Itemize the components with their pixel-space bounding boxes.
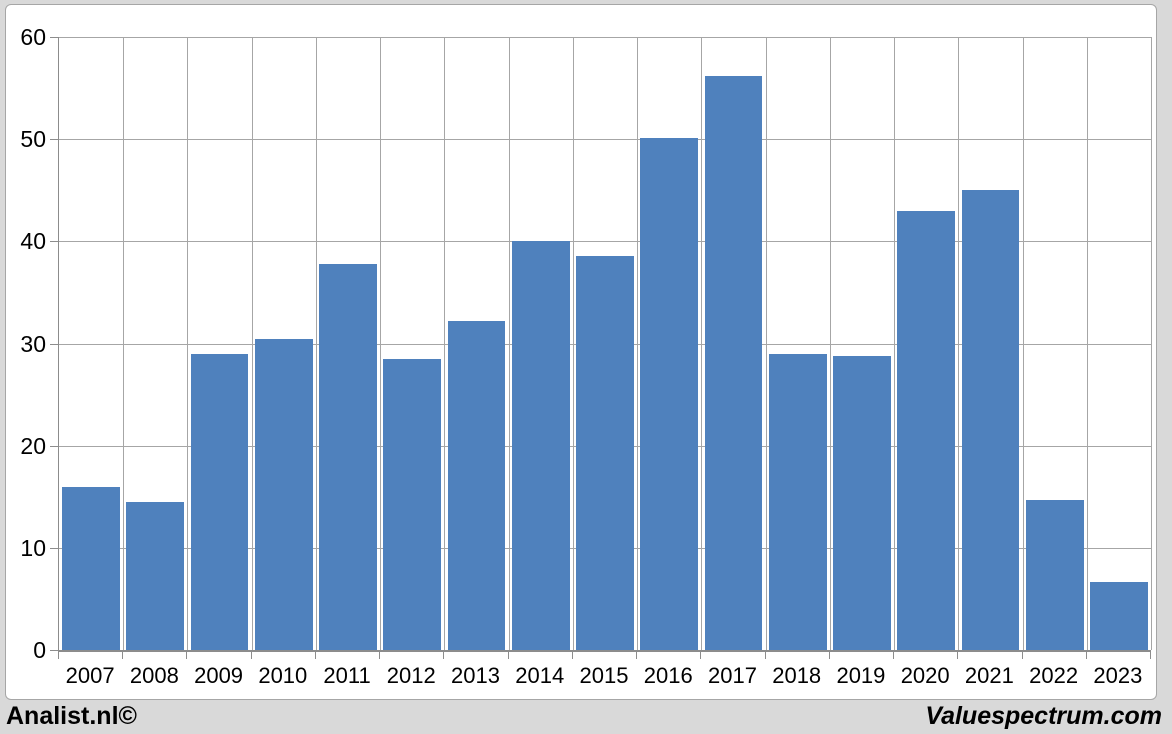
gridline-vertical: [572, 37, 574, 650]
x-tick-label: 2021: [964, 663, 1014, 688]
x-tick-label: 2023: [1093, 663, 1143, 688]
y-tick-mark: [50, 343, 58, 345]
x-tick-label: 2016: [643, 663, 693, 688]
x-tick-label: 2007: [65, 663, 115, 688]
y-tick-mark: [50, 139, 58, 141]
bar-2010: [254, 339, 313, 650]
gridline-horizontal: [59, 241, 1151, 243]
x-tick-label: 2011: [323, 663, 371, 688]
x-tick-label: 2018: [772, 663, 822, 688]
gridline-vertical: [380, 37, 382, 650]
bar-2022: [1025, 499, 1084, 650]
x-tick-mark: [957, 652, 959, 659]
gridline-vertical: [1086, 37, 1088, 650]
x-tick-mark: [893, 652, 895, 659]
x-tick-mark: [507, 652, 509, 659]
gridline-vertical: [1151, 37, 1152, 650]
y-tick-mark: [50, 650, 58, 651]
gridline-vertical: [251, 37, 253, 650]
x-tick-mark: [1085, 652, 1087, 659]
x-tick-mark: [250, 652, 252, 659]
bar-2019: [833, 355, 891, 650]
bar-2007: [62, 486, 120, 650]
gridline-vertical: [765, 37, 767, 650]
x-tick-label: 2017: [707, 663, 757, 688]
y-tick-label: 0: [33, 637, 46, 663]
y-tick-mark: [50, 241, 58, 243]
gridline-vertical: [1022, 37, 1024, 650]
gridline-vertical: [701, 37, 703, 650]
bar-2023: [1089, 581, 1148, 650]
x-tick-mark: [443, 652, 445, 659]
y-tick-label: 40: [20, 228, 46, 255]
y-tick-label: 60: [20, 24, 46, 50]
bar-2020: [897, 210, 956, 650]
x-tick-mark: [828, 652, 830, 659]
gridline-horizontal: [59, 139, 1151, 141]
x-tick-mark: [186, 652, 188, 659]
gridline-vertical: [637, 37, 639, 650]
x-tick-label: 2012: [386, 663, 436, 688]
x-tick-mark: [700, 652, 702, 659]
x-tick-mark: [122, 652, 124, 659]
gridline-vertical: [894, 37, 896, 650]
bar-2021: [961, 190, 1020, 650]
x-tick-label: 2009: [194, 663, 244, 688]
bar-2014: [511, 241, 570, 650]
x-tick-mark: [571, 652, 573, 659]
y-tick-label: 20: [20, 432, 46, 459]
gridline-vertical: [123, 37, 125, 650]
x-tick-label: 2020: [900, 663, 950, 688]
x-tick-mark: [636, 652, 638, 659]
y-tick-label: 50: [20, 126, 46, 153]
bar-2018: [768, 353, 827, 650]
watermark-bar: Analist.nl© Valuespectrum.com: [0, 701, 1172, 734]
valuespectrum-watermark: Valuespectrum.com: [925, 702, 1162, 730]
bar-2013: [447, 321, 506, 650]
x-tick-label: 2014: [515, 663, 565, 688]
y-tick-label: 30: [20, 330, 46, 357]
y-tick-mark: [50, 547, 58, 549]
plot-area: [58, 37, 1152, 652]
x-tick-mark: [379, 652, 381, 659]
x-tick-mark: [58, 652, 59, 659]
x-tick-label: 2013: [451, 663, 500, 688]
gridline-vertical: [958, 37, 960, 650]
gridline-vertical: [444, 37, 446, 650]
x-tick-mark: [314, 652, 316, 659]
gridline-vertical: [315, 37, 317, 650]
gridline-vertical: [187, 37, 189, 650]
analist-watermark: Analist.nl©: [6, 702, 137, 730]
bar-2015: [576, 255, 634, 650]
x-tick-label: 2008: [129, 663, 179, 688]
x-tick-label: 2022: [1029, 663, 1079, 688]
x-tick-label: 2019: [836, 663, 886, 688]
gridline-horizontal: [59, 37, 1151, 38]
x-tick-label: 2015: [579, 663, 629, 688]
x-tick-mark: [1150, 652, 1151, 659]
gridline-vertical: [508, 37, 510, 650]
bar-2008: [126, 501, 185, 650]
bar-2016: [640, 138, 699, 650]
bar-2011: [319, 263, 377, 650]
y-tick-label: 10: [20, 534, 46, 561]
bar-2012: [383, 358, 442, 650]
bar-2017: [704, 75, 763, 650]
x-tick-mark: [764, 652, 766, 659]
x-tick-mark: [1021, 652, 1023, 659]
y-tick-mark: [50, 37, 58, 38]
y-tick-mark: [50, 445, 58, 447]
bar-2009: [190, 353, 249, 650]
x-tick-label: 2010: [258, 663, 308, 688]
gridline-vertical: [829, 37, 831, 650]
